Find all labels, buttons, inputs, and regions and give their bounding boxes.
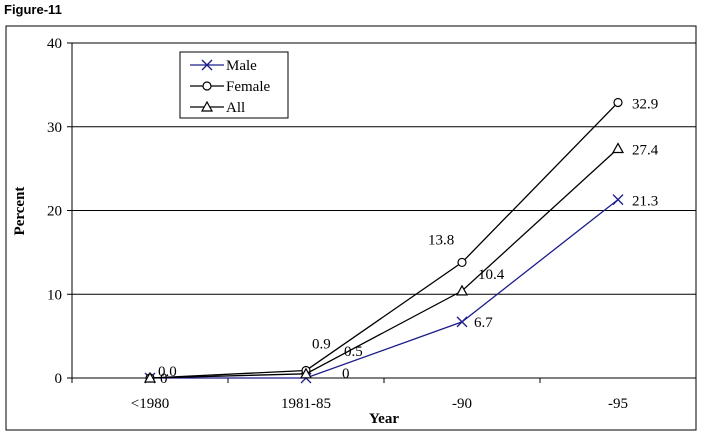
y-tick-label: 20	[47, 204, 62, 220]
legend-marker-male	[201, 59, 213, 71]
female-data-label: 0.0	[158, 364, 177, 380]
legend: Male Female All	[179, 51, 289, 119]
y-tick-label: 0	[55, 371, 63, 387]
series-line-female	[149, 102, 619, 379]
all-data-label: 0.5	[344, 344, 363, 360]
series-line-male	[150, 199, 619, 379]
male-point	[612, 194, 624, 206]
axes: 0 10 20 30 40 <1980 1981-85 -90 -95	[47, 36, 697, 412]
female-data-label: 32.9	[632, 96, 658, 112]
legend-marker-female	[202, 81, 212, 91]
male-data-label: 6.7	[474, 315, 493, 331]
x-tick-label: -90	[452, 396, 472, 412]
y-axis-label: Percent	[12, 187, 28, 236]
all-point	[299, 367, 313, 379]
data-labels: 0 0 6.7 21.3 0.0 0.9 13.8 32.9 0.5 10.4 27.4	[158, 96, 659, 387]
female-data-label: 13.8	[428, 232, 454, 248]
y-tick-label: 40	[47, 36, 62, 52]
male-data-label: 21.3	[632, 194, 658, 210]
legend-marker-all	[200, 100, 214, 112]
female-point	[613, 97, 623, 108]
x-tick-label: -95	[608, 396, 628, 412]
legend-label-female: Female	[226, 79, 270, 95]
chart-border	[5, 25, 697, 431]
x-tick-label: 1981-85	[281, 396, 331, 412]
y-tick-label: 10	[47, 287, 62, 303]
female-data-label: 0.9	[312, 336, 331, 352]
x-axis-label: Year	[369, 411, 399, 427]
x-tick-label: <1980	[131, 396, 169, 412]
all-point	[455, 284, 469, 296]
figure-label: Figure-11	[4, 2, 62, 17]
all-data-label: 10.4	[478, 267, 505, 283]
female-point	[457, 257, 467, 268]
legend-label-male: Male	[226, 58, 257, 74]
all-point	[611, 142, 625, 154]
male-data-label: 0	[160, 371, 168, 387]
gridlines	[72, 126, 696, 295]
series-line-all	[149, 148, 619, 379]
all-point	[143, 371, 157, 383]
series-layer	[143, 97, 625, 384]
all-data-label: 27.4	[632, 143, 659, 159]
male-point	[456, 316, 468, 328]
male-data-label: 0	[342, 366, 350, 382]
y-tick-label: 30	[47, 120, 62, 136]
legend-label-all: All	[226, 100, 245, 116]
